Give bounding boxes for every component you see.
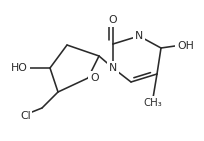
Text: N: N [109,63,117,73]
Text: HO: HO [11,63,28,73]
Text: O: O [109,15,117,25]
Text: OH: OH [177,41,194,51]
Text: Cl: Cl [20,111,31,121]
Text: O: O [90,73,99,83]
Text: N: N [135,31,143,41]
Text: CH₃: CH₃ [144,98,162,108]
